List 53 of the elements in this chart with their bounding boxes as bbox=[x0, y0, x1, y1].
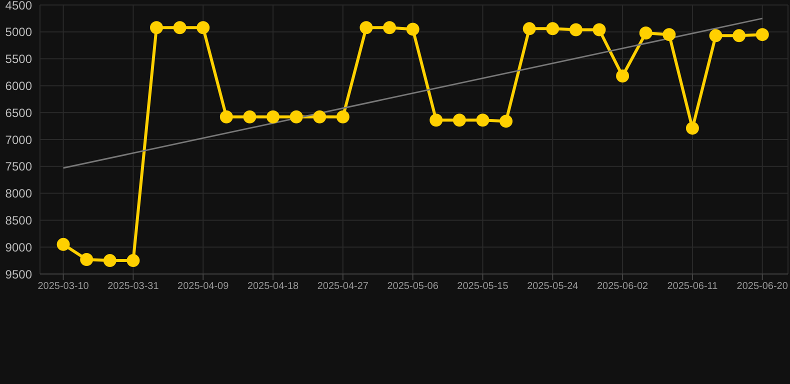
point bbox=[616, 70, 630, 83]
point bbox=[592, 23, 606, 36]
point bbox=[103, 254, 116, 268]
y-tick-label: 4500 bbox=[5, 0, 32, 12]
point bbox=[150, 21, 164, 34]
y-tick-label: 5500 bbox=[5, 52, 32, 66]
y-tick-label: 9500 bbox=[5, 267, 32, 282]
point bbox=[639, 26, 652, 40]
x-tick-label: 2025-04-27 bbox=[317, 281, 369, 292]
point bbox=[756, 28, 769, 42]
y-tick-label: 8000 bbox=[5, 186, 32, 201]
point bbox=[80, 252, 94, 266]
point bbox=[662, 28, 676, 42]
point bbox=[196, 21, 210, 34]
point bbox=[452, 114, 466, 127]
point bbox=[220, 110, 233, 124]
point bbox=[476, 114, 490, 127]
y-tick-label: 5000 bbox=[5, 25, 32, 40]
x-tick-label: 2025-06-11 bbox=[667, 281, 718, 292]
x-tick-label: 2025-06-02 bbox=[596, 281, 649, 292]
y-tick-label: 6000 bbox=[5, 78, 32, 93]
point bbox=[686, 122, 699, 135]
x-tick-label: 2025-05-24 bbox=[527, 281, 579, 292]
x-tick-label: 2025-06-20 bbox=[736, 281, 788, 292]
y-tick-label: 8500 bbox=[5, 213, 32, 228]
x-tick-label: 2025-05-15 bbox=[457, 281, 509, 292]
point bbox=[360, 21, 373, 34]
point bbox=[569, 23, 582, 36]
point bbox=[173, 21, 186, 34]
point bbox=[430, 114, 443, 127]
x-tick-label: 2025-04-18 bbox=[247, 281, 300, 292]
point bbox=[383, 21, 396, 34]
point bbox=[313, 110, 326, 124]
x-tick-label: 2025-03-10 bbox=[38, 281, 90, 292]
point bbox=[56, 238, 70, 251]
y-tick-label: 6500 bbox=[5, 106, 32, 120]
point bbox=[732, 29, 746, 42]
point bbox=[546, 22, 560, 36]
x-tick-label: 2025-05-06 bbox=[387, 281, 439, 292]
point bbox=[522, 22, 536, 36]
y-tick-label: 9000 bbox=[5, 240, 32, 254]
point bbox=[336, 110, 350, 124]
point bbox=[266, 110, 280, 124]
y-tick-label: 7000 bbox=[5, 132, 32, 147]
point bbox=[500, 114, 513, 128]
x-tick-label: 2025-04-09 bbox=[178, 281, 230, 292]
point bbox=[126, 254, 140, 268]
y-tick-label: 7500 bbox=[5, 160, 32, 174]
point bbox=[406, 22, 420, 36]
x-tick-label: 2025-03-31 bbox=[108, 281, 160, 292]
point bbox=[243, 110, 256, 124]
point bbox=[290, 110, 303, 124]
point bbox=[709, 29, 722, 42]
